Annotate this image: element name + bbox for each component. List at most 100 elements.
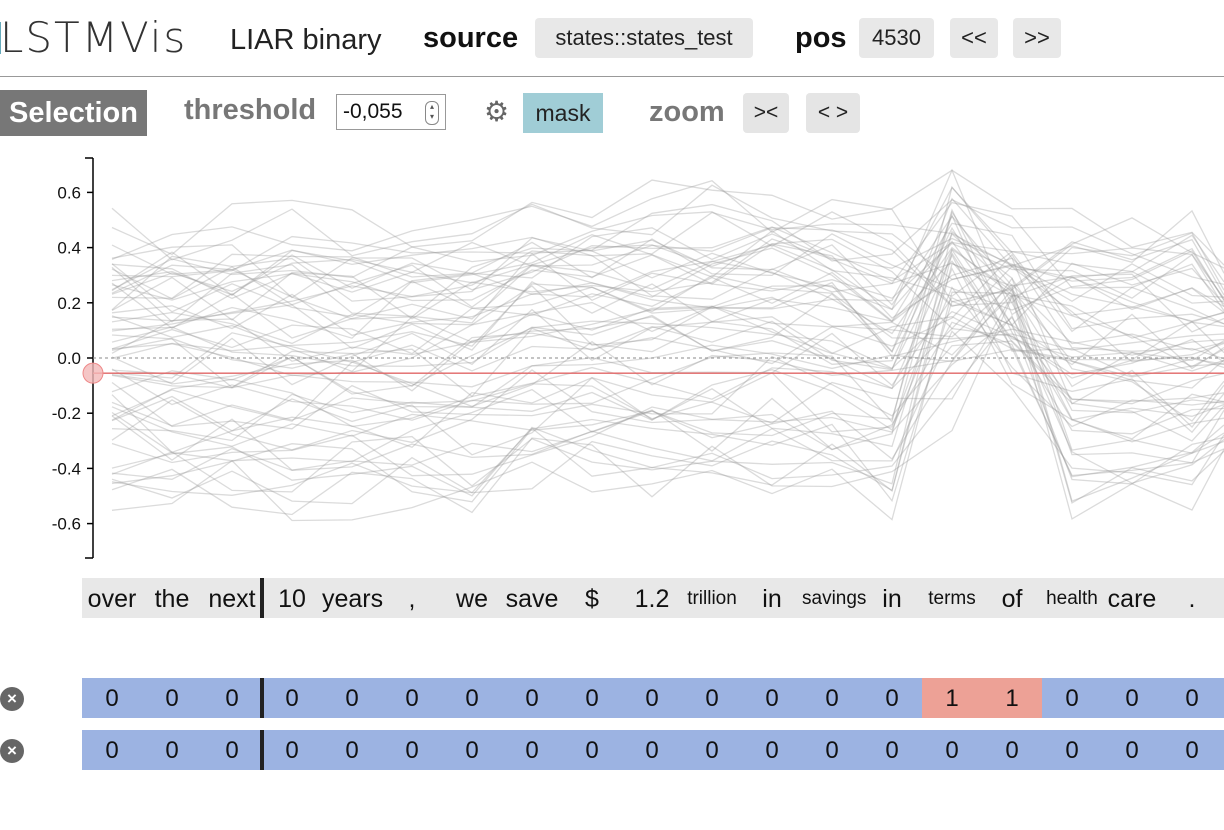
threshold-handle[interactable] <box>82 362 104 384</box>
word-token[interactable]: in <box>882 585 902 613</box>
activation-line <box>111 316 1224 451</box>
meta-cell: 1 <box>922 678 982 718</box>
activation-line <box>111 295 1224 520</box>
activation-line <box>111 340 1224 430</box>
word-token[interactable]: save <box>505 585 559 613</box>
meta-cell: 0 <box>645 737 659 764</box>
activation-line <box>111 286 1224 442</box>
meta-cell: 0 <box>825 737 839 764</box>
activation-line <box>111 201 1224 321</box>
activation-line <box>111 248 1224 456</box>
pos-value[interactable]: 4530 <box>859 18 934 58</box>
activation-line <box>111 291 1224 522</box>
meta-cell: 1 <box>982 678 1042 718</box>
activation-line <box>111 215 1224 311</box>
meta-cell: 0 <box>1125 737 1139 764</box>
meta-row-2: 0 0 0 0 0 0 0 0 0 0 0 0 0 0 0 0 0 0 0 <box>82 730 1224 770</box>
prev-button[interactable]: << <box>950 18 998 58</box>
activation-line <box>111 316 1224 392</box>
meta-cell: 0 <box>285 737 299 764</box>
word-token[interactable]: . <box>1188 585 1196 613</box>
meta-cell: 0 <box>405 685 419 712</box>
zoom-out-button[interactable]: < > <box>806 93 860 133</box>
next-button[interactable]: >> <box>1013 18 1061 58</box>
zoom-in-button[interactable]: >< <box>743 93 789 133</box>
word-token[interactable]: the <box>154 585 190 613</box>
activation-line <box>111 199 1224 286</box>
word-token[interactable]: of <box>1001 585 1023 613</box>
meta-cell: 0 <box>585 685 599 712</box>
remove-row-2-icon[interactable]: × <box>0 739 24 763</box>
activation-line <box>111 262 1224 505</box>
word-token[interactable]: terms <box>928 588 976 609</box>
activation-line <box>111 267 1224 433</box>
activation-line <box>111 211 1224 307</box>
threshold-value: -0,055 <box>343 100 403 123</box>
selection-title: Selection <box>0 90 147 136</box>
meta-cell: 0 <box>1125 685 1139 712</box>
position-marker <box>260 578 264 618</box>
word-token[interactable]: next <box>208 585 256 613</box>
meta-cell: 0 <box>225 685 239 712</box>
activation-line <box>111 314 1224 497</box>
meta-cell: 0 <box>105 685 119 712</box>
activation-line <box>111 253 1224 379</box>
meta-cell: 0 <box>1005 737 1019 764</box>
activation-line <box>111 230 1224 304</box>
threshold-spinner[interactable]: ▴ ▾ <box>425 101 439 125</box>
activation-line <box>111 260 1224 362</box>
activation-line <box>111 277 1224 422</box>
gear-icon[interactable]: ⚙ <box>484 96 510 127</box>
project-title: LIAR binary <box>230 24 382 56</box>
meta-cell: 0 <box>465 737 479 764</box>
word-token[interactable]: years <box>322 585 384 613</box>
word-token[interactable]: 1.2 <box>634 585 670 613</box>
activation-line <box>111 294 1224 373</box>
activation-line <box>111 210 1224 471</box>
header-divider <box>0 76 1224 77</box>
activation-line <box>111 226 1224 299</box>
y-tick-label: 0.2 <box>57 294 81 313</box>
activation-line <box>111 226 1224 370</box>
word-row: over the next 10 years, we save $1.2 trillion in s… <box>82 578 1224 618</box>
activation-line <box>111 294 1224 454</box>
y-tick-label: -0.6 <box>52 515 81 534</box>
remove-row-1-icon[interactable]: × <box>0 687 24 711</box>
activation-line <box>111 213 1224 398</box>
word-token[interactable]: care <box>1107 585 1157 613</box>
word-token[interactable]: 10 <box>278 585 306 613</box>
activation-line <box>111 283 1224 359</box>
activation-line <box>111 242 1224 307</box>
source-selector[interactable]: states::states_test <box>535 18 753 58</box>
meta-cell: 0 <box>345 685 359 712</box>
word-token[interactable]: in <box>762 585 782 613</box>
word-token[interactable]: savings <box>802 588 867 609</box>
word-token[interactable]: health <box>1046 588 1098 609</box>
activation-line <box>111 251 1224 496</box>
meta-cell: 0 <box>585 737 599 764</box>
app-logo: LSTMVis <box>0 13 188 62</box>
mask-button[interactable]: mask <box>523 93 603 133</box>
activation-line <box>111 230 1224 493</box>
activation-line <box>111 288 1224 464</box>
threshold-input[interactable]: -0,055 ▴ ▾ <box>336 94 446 130</box>
word-token[interactable]: we <box>456 585 488 613</box>
meta-cell: 0 <box>705 685 719 712</box>
activation-line <box>111 238 1224 330</box>
activation-line <box>111 321 1224 478</box>
word-token[interactable]: , <box>408 585 416 613</box>
word-token[interactable]: $ <box>585 585 599 613</box>
meta-cell: 0 <box>705 737 719 764</box>
meta-cell: 0 <box>165 685 179 712</box>
activation-line <box>111 300 1224 503</box>
meta-cell: 0 <box>1065 737 1079 764</box>
word-token[interactable]: over <box>87 585 137 613</box>
meta-cell: 0 <box>765 685 779 712</box>
word-token[interactable]: trillion <box>687 588 737 609</box>
y-tick-label: 0.6 <box>57 183 81 202</box>
meta-cell: 0 <box>885 737 899 764</box>
meta-cell: 0 <box>645 685 659 712</box>
source-label: source <box>423 22 519 54</box>
